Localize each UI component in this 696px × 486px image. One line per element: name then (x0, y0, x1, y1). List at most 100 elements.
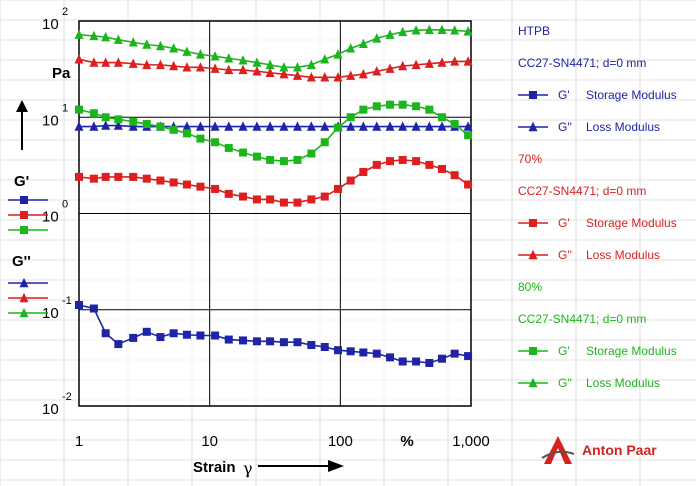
series-0 (75, 301, 473, 367)
data-point (211, 184, 220, 193)
data-point (195, 121, 205, 131)
data-point (211, 138, 220, 147)
data-point (293, 338, 302, 347)
data-point (89, 57, 99, 67)
data-point (252, 337, 261, 346)
data-point (450, 349, 459, 358)
data-point (265, 59, 275, 70)
data-point (89, 304, 98, 313)
data-point (437, 121, 447, 131)
y-tick-label: 10 (42, 401, 59, 418)
data-point (169, 125, 178, 134)
data-point (279, 198, 288, 207)
data-point (279, 157, 288, 166)
data-point (358, 69, 368, 79)
series-3 (74, 54, 473, 82)
legend-group-title: HTPB (518, 24, 551, 38)
data-point (398, 357, 407, 366)
data-point (101, 113, 110, 122)
data-point (265, 67, 275, 77)
data-point (320, 138, 329, 147)
data-point (438, 113, 447, 122)
data-point (169, 60, 179, 71)
x-tick-label: 10 (201, 433, 218, 450)
data-point (412, 102, 421, 111)
data-point (156, 176, 165, 185)
data-point (293, 155, 302, 164)
legend-marker (529, 347, 537, 355)
legend-marker (528, 249, 538, 260)
data-point (292, 70, 302, 80)
data-point (74, 54, 84, 64)
data-point (211, 331, 220, 340)
y-unit: Pa (52, 65, 71, 82)
left-legend-storage-marker (20, 196, 28, 204)
data-point (210, 121, 220, 131)
data-point (113, 34, 123, 44)
data-point (306, 59, 316, 70)
series-layer (74, 24, 473, 367)
data-point (424, 58, 434, 68)
data-point (334, 123, 343, 132)
data-point (411, 121, 421, 131)
y-tick-label: 10 (42, 209, 59, 226)
data-point (182, 62, 192, 72)
data-point (346, 121, 356, 131)
data-point (169, 43, 179, 53)
x-tick-label: 1 (75, 433, 83, 450)
x-tick-label: 100 (328, 433, 353, 450)
data-point (398, 100, 407, 109)
data-point (279, 69, 289, 79)
data-point (266, 155, 275, 164)
data-point (129, 172, 138, 181)
data-point (182, 121, 192, 131)
data-point (252, 121, 262, 131)
data-point (372, 102, 381, 111)
data-point (306, 72, 316, 82)
left-legend-loss-title: G'' (12, 253, 31, 270)
data-point (101, 172, 110, 181)
data-point (74, 121, 84, 131)
y-tick-exponent: 0 (62, 199, 68, 211)
legend-description: Loss Modulus (586, 376, 661, 390)
data-point (169, 178, 178, 187)
data-point (266, 195, 275, 204)
data-point (75, 301, 83, 310)
data-point (320, 343, 329, 352)
data-point (425, 160, 434, 169)
data-point (372, 160, 381, 169)
data-point (359, 167, 368, 176)
data-point (224, 53, 234, 63)
data-point (224, 189, 233, 198)
data-point (196, 182, 205, 191)
data-point (279, 121, 289, 131)
data-point (398, 60, 408, 71)
left-legend-storage-marker (20, 211, 28, 219)
data-point (320, 121, 330, 131)
data-point (101, 31, 111, 42)
data-point (182, 129, 191, 138)
data-point (450, 171, 459, 180)
y-tick-label: 10 (42, 16, 59, 33)
data-point (89, 109, 98, 118)
data-point (425, 358, 434, 367)
data-point (463, 56, 473, 66)
data-point (346, 43, 356, 53)
data-point (113, 120, 123, 130)
legend-description: Loss Modulus (586, 120, 661, 134)
series-2 (75, 155, 473, 207)
data-point (333, 72, 343, 82)
data-point (398, 155, 407, 164)
data-point (307, 341, 316, 350)
data-point (101, 57, 111, 67)
y-tick-exponent: -2 (62, 391, 72, 403)
data-point (279, 62, 289, 72)
legend-group-title: 70% (518, 152, 543, 166)
left-legend-storage-title: G' (14, 173, 29, 190)
left-legend: G' G'' (8, 173, 48, 318)
data-point (437, 24, 447, 35)
legend-description: Storage Modulus (586, 88, 677, 102)
data-point (464, 131, 473, 140)
